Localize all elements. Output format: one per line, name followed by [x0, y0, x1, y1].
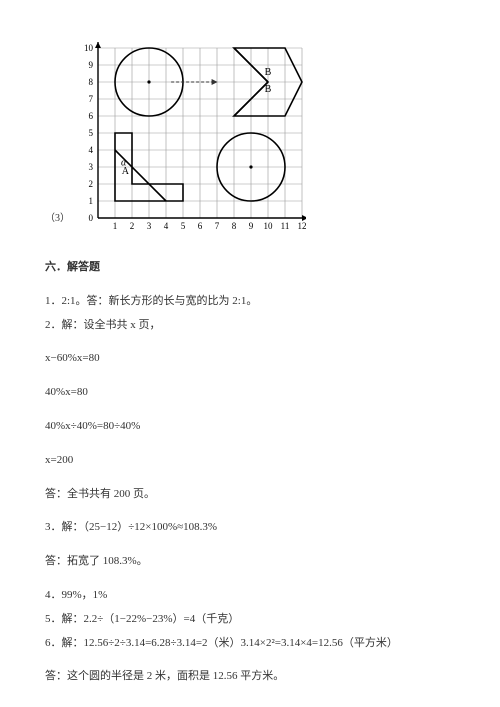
- svg-text:3: 3: [147, 221, 152, 230]
- svg-text:1: 1: [89, 196, 94, 206]
- answer-line-8: 3．解：（25−12）÷12×100%≈108.3%: [45, 518, 455, 538]
- answer-line-13: 答：这个圆的半径是 2 米，面积是 12.56 平方米。: [45, 667, 455, 687]
- svg-text:B: B: [265, 84, 272, 95]
- svg-text:4: 4: [89, 145, 94, 155]
- section-heading: 六．解答题: [45, 258, 455, 278]
- answer-line-2: 2．解：设全书共 x 页，: [45, 316, 455, 336]
- svg-text:12: 12: [298, 221, 307, 230]
- svg-text:8: 8: [89, 77, 94, 87]
- svg-text:6: 6: [89, 111, 94, 121]
- svg-text:10: 10: [84, 43, 94, 53]
- answer-line-3: x−60%x=80: [45, 349, 455, 369]
- answer-line-7: 答：全书共有 200 页。: [45, 485, 455, 505]
- answer-line-5: 40%x÷40%=80÷40%: [45, 417, 455, 437]
- svg-text:10: 10: [264, 221, 274, 230]
- svg-text:7: 7: [215, 221, 220, 230]
- svg-text:5: 5: [89, 128, 94, 138]
- svg-text:0: 0: [89, 213, 94, 223]
- grid-figure: 012345678910123456789101112αABB: [76, 30, 306, 230]
- svg-text:4: 4: [164, 221, 169, 230]
- svg-text:2: 2: [130, 221, 135, 230]
- svg-text:2: 2: [89, 179, 94, 189]
- answer-line-12: 6．解：12.56÷2÷3.14=6.28÷3.14=2（米）3.14×2²=3…: [45, 634, 455, 654]
- answer-line-1: 1．2:1。答：新长方形的长与宽的比为 2:1。: [45, 292, 455, 312]
- svg-text:5: 5: [181, 221, 186, 230]
- svg-text:9: 9: [249, 221, 254, 230]
- figure-area: （3） 012345678910123456789101112αABB: [45, 30, 455, 230]
- answer-line-9: 答：拓宽了 108.3%。: [45, 552, 455, 572]
- answer-line-10: 4．99%，1%: [45, 586, 455, 606]
- svg-text:9: 9: [89, 60, 94, 70]
- svg-text:A: A: [122, 166, 130, 177]
- figure-label: （3）: [45, 210, 70, 228]
- svg-text:8: 8: [232, 221, 237, 230]
- svg-text:1: 1: [113, 221, 118, 230]
- svg-text:B: B: [265, 67, 272, 78]
- answer-line-11: 5．解：2.2÷（1−22%−23%）=4（千克）: [45, 610, 455, 630]
- svg-text:7: 7: [89, 94, 94, 104]
- answer-line-6: x=200: [45, 451, 455, 471]
- svg-text:3: 3: [89, 162, 94, 172]
- svg-text:11: 11: [281, 221, 290, 230]
- svg-text:6: 6: [198, 221, 203, 230]
- answer-line-4: 40%x=80: [45, 383, 455, 403]
